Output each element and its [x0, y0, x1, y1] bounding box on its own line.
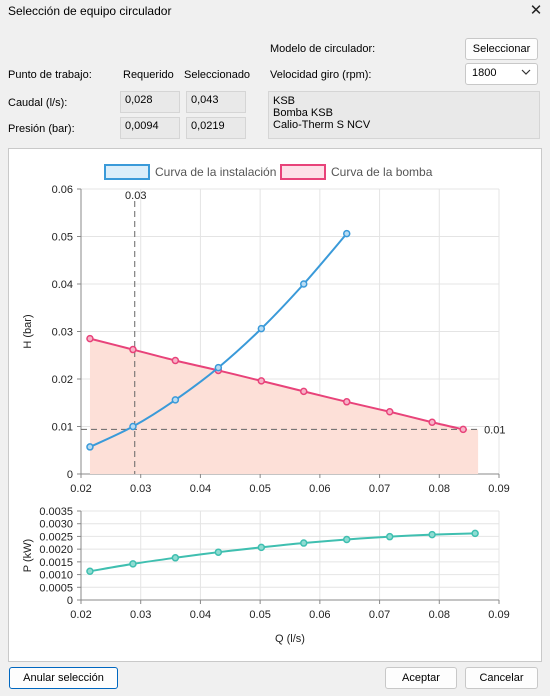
- chevron-down-icon: [521, 67, 531, 80]
- legend-installation-label: Curva de la instalación: [155, 165, 276, 179]
- model-brand: KSB: [273, 95, 296, 107]
- legend-pump-swatch: [280, 164, 326, 180]
- pump-curve-point: [129, 345, 137, 354]
- power-curve-point: [214, 548, 223, 556]
- chart-panel: 0 0.01 0.02 0.03 0.04 0.05 0.06 0.02 0.03 0.04 0.0…: [8, 148, 542, 662]
- clear-selection-button[interactable]: Anular selección: [9, 667, 118, 689]
- pump-curves-chart: 0 0.01 0.02 0.03 0.04 0.05 0.06 0.02 0.03 0.04 0.0…: [22, 164, 510, 645]
- required-flow-label: 0.03: [125, 190, 146, 202]
- x-tick-label: 0.07: [369, 609, 390, 621]
- speed-label: Velocidad giro (rpm):: [270, 69, 372, 81]
- pump-curve-point: [342, 398, 351, 406]
- y-tick-label: 0.0015: [39, 557, 73, 569]
- window-title: Selección de equipo circulador: [8, 4, 172, 18]
- power-curve-point: [257, 543, 266, 552]
- y-tick-label: 0.0030: [39, 519, 73, 531]
- y-axis-title: H (bar): [22, 314, 34, 348]
- power-curve-point: [86, 567, 94, 576]
- y-tick-label: 0.05: [52, 232, 73, 244]
- y-tick-label: 0.0035: [39, 506, 73, 518]
- x-tick-label: 0.06: [309, 483, 330, 495]
- power-curve-point: [342, 535, 351, 544]
- installation-curve-point: [342, 229, 351, 238]
- x-tick-label: 0.04: [190, 609, 211, 621]
- model-name: Calio-Therm S NCV: [273, 119, 371, 131]
- power-curve-point: [299, 539, 308, 547]
- selected-column-header: Seleccionado: [184, 69, 251, 81]
- x-tick-label: 0.04: [190, 483, 211, 495]
- x-tick-label: 0.05: [249, 609, 270, 621]
- pressure-required-field: 0,0094: [120, 117, 180, 139]
- pump-curve-point: [299, 387, 308, 396]
- x-axis-title: Q (l/s): [275, 633, 305, 645]
- speed-select[interactable]: 1800: [465, 63, 538, 85]
- y-tick-label: 0.06: [52, 184, 73, 196]
- select-circulator-button[interactable]: Seleccionar: [465, 38, 538, 60]
- flow-selected-field: 0,043: [186, 91, 246, 113]
- y-tick-label: 0.0005: [39, 582, 73, 594]
- pump-curve-line: [89, 337, 464, 431]
- required-pressure-label: 0.01: [484, 424, 505, 436]
- x-tick-label: 0.02: [70, 483, 91, 495]
- legend-installation-swatch: [104, 164, 150, 180]
- flow-required-field: 0,028: [120, 91, 180, 113]
- installation-curve-point: [299, 280, 308, 288]
- required-column-header: Requerido: [123, 69, 174, 81]
- pump-curve-point: [385, 408, 394, 416]
- x-tick-label: 0.09: [488, 609, 509, 621]
- pump-curve-fill: [89, 338, 479, 474]
- pump-curve-point: [459, 425, 467, 434]
- x-tick-label: 0.07: [369, 483, 390, 495]
- speed-select-value: 1800: [472, 67, 497, 79]
- x-tick-label: 0.08: [429, 609, 450, 621]
- model-info-box: KSB Bomba KSB Calio-Therm S NCV: [268, 91, 540, 139]
- power-curve-point: [471, 529, 479, 538]
- y-tick-label: 0.0020: [39, 544, 73, 556]
- accept-button[interactable]: Aceptar: [385, 667, 457, 689]
- pump-curve-point: [86, 334, 94, 343]
- flow-label: Caudal (l/s):: [8, 97, 68, 109]
- power-curve-point: [171, 554, 180, 562]
- y-tick-label: 0: [67, 595, 73, 607]
- y-tick-label: 0.0025: [39, 531, 73, 543]
- installation-curve-point: [214, 363, 223, 372]
- y-tick-label: 0.0010: [39, 570, 73, 582]
- power-curve-point: [385, 532, 394, 541]
- y-tick-label: 0.04: [52, 279, 73, 291]
- x-tick-label: 0.03: [130, 483, 151, 495]
- y-tick-label: 0.01: [52, 422, 73, 434]
- pressure-selected-field: 0,0219: [186, 117, 246, 139]
- pressure-label: Presión (bar):: [8, 123, 75, 135]
- power-curve-point: [129, 560, 137, 568]
- legend-pump-label: Curva de la bomba: [331, 165, 433, 179]
- x-tick-label: 0.09: [488, 483, 509, 495]
- installation-curve-point: [86, 443, 94, 451]
- y-tick-label: 0: [67, 469, 73, 481]
- operating-point-label: Punto de trabajo:: [8, 69, 92, 81]
- installation-curve-point: [171, 396, 180, 404]
- y-axis-title: P (kW): [22, 539, 34, 572]
- x-tick-label: 0.03: [130, 609, 151, 621]
- x-tick-label: 0.06: [309, 609, 330, 621]
- pump-curve-point: [257, 377, 266, 385]
- y-tick-label: 0.02: [52, 374, 73, 386]
- pump-curve-point: [171, 356, 180, 365]
- power-curve-point: [428, 530, 436, 539]
- x-tick-label: 0.02: [70, 609, 91, 621]
- power-curve-line: [89, 532, 476, 573]
- installation-curve-point: [257, 324, 266, 333]
- pump-curve-point: [428, 418, 436, 426]
- y-tick-label: 0.03: [52, 327, 73, 339]
- x-tick-label: 0.08: [429, 483, 450, 495]
- x-tick-label: 0.05: [249, 483, 270, 495]
- installation-curve-point: [129, 422, 137, 431]
- close-icon[interactable]: ✕: [529, 2, 543, 19]
- model-type: Bomba KSB: [273, 107, 333, 119]
- model-label: Modelo de circulador:: [270, 43, 376, 55]
- cancel-button[interactable]: Cancelar: [465, 667, 538, 689]
